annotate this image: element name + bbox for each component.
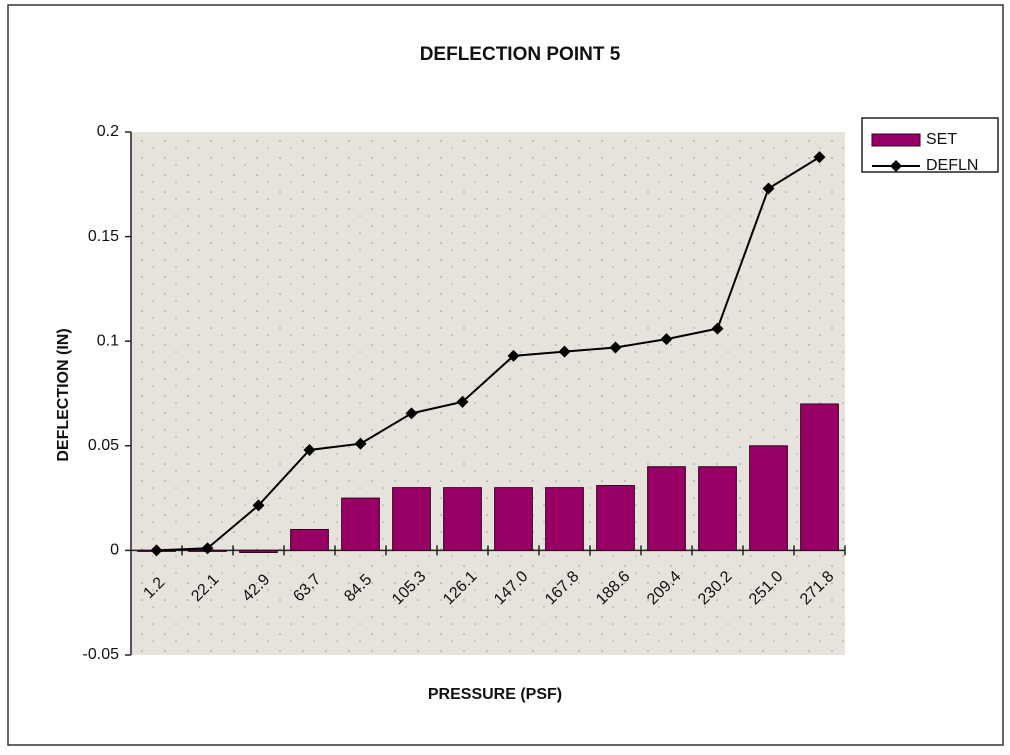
point xyxy=(405,407,418,420)
y-tick-label: 0 xyxy=(110,542,119,559)
bar xyxy=(749,445,788,551)
point xyxy=(201,542,214,555)
legend-label: SET xyxy=(926,131,957,148)
bar xyxy=(596,485,635,551)
legend-swatch xyxy=(871,133,921,147)
bar xyxy=(494,487,533,551)
point xyxy=(252,499,265,512)
point xyxy=(762,182,775,195)
bar xyxy=(341,497,380,551)
bar xyxy=(800,403,839,551)
bar xyxy=(443,487,482,551)
point xyxy=(456,395,469,408)
bar xyxy=(290,528,329,551)
legend-marker xyxy=(890,160,902,172)
point xyxy=(303,443,316,456)
point xyxy=(609,341,622,354)
point xyxy=(813,151,826,164)
bar xyxy=(239,549,278,553)
bar xyxy=(392,487,431,551)
point xyxy=(660,333,673,346)
y-tick-label: 0.1 xyxy=(97,332,119,349)
chart-title: DEFLECTION POINT 5 xyxy=(420,44,621,65)
y-axis-label: DEFLECTION (IN) xyxy=(55,328,72,461)
point xyxy=(711,322,724,335)
point xyxy=(354,437,367,450)
x-axis-label: PRESSURE (PSF) xyxy=(428,686,562,703)
y-tick-label: 0.05 xyxy=(88,437,119,454)
bar xyxy=(698,466,737,551)
y-tick-label: -0.05 xyxy=(83,646,120,663)
bar xyxy=(545,487,584,551)
legend-label: DEFLN xyxy=(926,157,978,174)
point xyxy=(558,345,571,358)
line xyxy=(156,156,821,552)
bar xyxy=(647,466,686,551)
y-tick-label: 0.15 xyxy=(88,228,119,245)
plot-area xyxy=(131,132,845,655)
y-tick-label: 0.2 xyxy=(97,123,119,140)
point xyxy=(507,349,520,362)
point xyxy=(150,544,163,557)
